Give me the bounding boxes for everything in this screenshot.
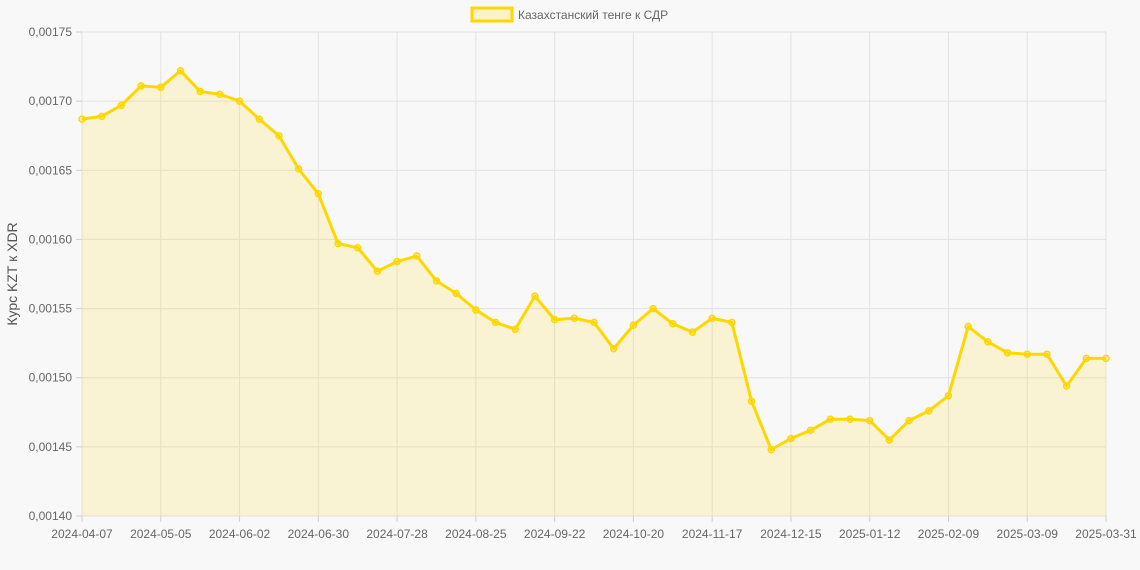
data-point[interactable]	[846, 415, 854, 423]
data-point[interactable]	[157, 83, 165, 92]
data-point[interactable]	[1062, 382, 1071, 390]
data-point[interactable]	[216, 90, 224, 98]
data-point[interactable]	[353, 243, 362, 252]
data-point[interactable]	[885, 436, 894, 444]
data-point[interactable]	[964, 322, 972, 331]
y-tick-label: 0,00145	[29, 440, 73, 454]
data-point[interactable]	[491, 318, 500, 327]
data-point[interactable]	[334, 239, 342, 248]
data-point[interactable]	[255, 115, 263, 123]
x-tick-label: 2024-06-30	[288, 527, 350, 541]
data-point[interactable]	[609, 344, 618, 353]
data-point[interactable]	[373, 267, 382, 275]
data-point[interactable]	[629, 321, 638, 329]
x-tick-label: 2025-03-09	[997, 527, 1059, 541]
data-point[interactable]	[1102, 354, 1110, 363]
data-point[interactable]	[294, 165, 303, 173]
y-tick-label: 0,00170	[29, 94, 73, 108]
data-point[interactable]	[432, 277, 441, 285]
data-point[interactable]	[826, 415, 835, 423]
x-tick-label: 2024-07-28	[366, 527, 428, 541]
data-point[interactable]	[531, 292, 539, 300]
series-line	[81, 69, 1106, 452]
data-point[interactable]	[728, 318, 736, 327]
data-point[interactable]	[865, 416, 874, 425]
grid	[81, 31, 1107, 517]
data-point[interactable]	[176, 66, 185, 75]
line-layer	[81, 69, 1106, 452]
data-point[interactable]	[925, 407, 933, 415]
data-point[interactable]	[196, 87, 204, 96]
data-point[interactable]	[235, 97, 244, 105]
data-point[interactable]	[413, 252, 421, 260]
data-point[interactable]	[78, 115, 86, 123]
data-point[interactable]	[1082, 354, 1091, 363]
y-tick-label: 0,00140	[29, 509, 73, 523]
y-axis: 0,00140 0,00145 0,00150 0,00155 0,00160 0,001…	[29, 25, 82, 523]
data-point[interactable]	[275, 131, 283, 140]
data-point[interactable]	[472, 306, 480, 314]
data-point[interactable]	[570, 314, 579, 322]
data-point[interactable]	[1003, 349, 1012, 357]
data-point[interactable]	[590, 318, 598, 327]
y-axis-title: Курс KZT к XDR	[4, 222, 20, 325]
data-point[interactable]	[511, 325, 519, 334]
y-tick-label: 0,00175	[29, 25, 73, 39]
data-point[interactable]	[137, 82, 145, 90]
series-area-fill	[82, 70, 1106, 516]
data-point[interactable]	[649, 304, 657, 313]
data-point[interactable]	[905, 416, 913, 425]
legend[interactable]: Казахстанский тенге к СДР	[470, 6, 668, 23]
y-tick-label: 0,00165	[29, 163, 73, 177]
x-tick-label: 2025-02-09	[918, 527, 980, 541]
data-point[interactable]	[708, 314, 716, 322]
data-point[interactable]	[97, 112, 106, 121]
y-tick-label: 0,00155	[29, 302, 73, 316]
area-layer	[82, 70, 1106, 516]
data-point[interactable]	[747, 397, 756, 405]
data-point[interactable]	[767, 445, 775, 454]
x-tick-label: 2024-10-20	[603, 527, 665, 541]
data-point[interactable]	[944, 391, 953, 400]
x-tick-label: 2024-08-25	[445, 527, 507, 541]
legend-label[interactable]: Казахстанский тенге к СДР	[518, 8, 668, 22]
points-layer	[78, 66, 1110, 454]
y-tick-label: 0,00160	[29, 232, 73, 246]
x-tick-label: 2025-01-12	[839, 527, 901, 541]
data-point[interactable]	[787, 434, 795, 443]
data-point[interactable]	[550, 315, 559, 324]
x-tick-label: 2025-03-31	[1075, 527, 1137, 541]
data-point[interactable]	[669, 320, 677, 328]
x-tick-label: 2024-11-17	[682, 527, 743, 541]
x-tick-label: 2024-09-22	[524, 527, 586, 541]
data-point[interactable]	[393, 257, 401, 266]
x-tick-label: 2024-12-15	[760, 527, 822, 541]
x-axis: 2024-04-07 2024-05-05 2024-06-02 2024-06-30…	[51, 516, 1137, 541]
data-point[interactable]	[1043, 350, 1051, 358]
y-tick-label: 0,00150	[29, 371, 73, 385]
data-point[interactable]	[688, 328, 697, 336]
data-point[interactable]	[1023, 350, 1031, 358]
data-point[interactable]	[984, 338, 992, 346]
x-tick-label: 2024-05-05	[130, 527, 192, 541]
data-point[interactable]	[452, 289, 460, 298]
data-point[interactable]	[806, 426, 815, 435]
legend-swatch[interactable]	[470, 6, 514, 23]
data-point[interactable]	[314, 190, 323, 198]
x-tick-label: 2024-04-07	[51, 527, 113, 541]
data-point[interactable]	[117, 101, 126, 110]
x-tick-label: 2024-06-02	[209, 527, 271, 541]
